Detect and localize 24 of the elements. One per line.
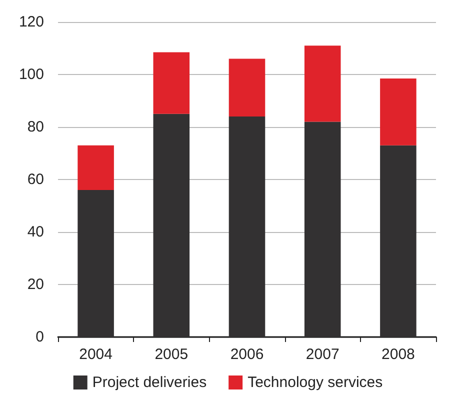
legend-label: Project deliveries [92,374,207,391]
bar [380,78,416,146]
x-tick-label: 2008 [382,346,415,363]
bar [153,52,190,114]
bar [304,122,341,337]
x-tick-label: 2004 [79,346,112,363]
y-tick-label: 80 [27,118,44,136]
y-tick-label: 20 [27,276,44,293]
y-tick-label: 60 [27,171,44,188]
bar [304,46,341,122]
legend-label: Technology services [248,374,383,391]
bar [228,58,266,116]
y-tick-label: 0 [36,328,44,346]
y-tick-label: 40 [27,224,44,240]
bar [78,145,114,190]
x-tick-label: 2005 [154,346,188,363]
x-tick-label: 2007 [306,346,340,363]
x-tick-label: 2006 [230,346,264,363]
bar [153,114,190,337]
y-tick-label: 120 [18,14,44,30]
y-tick-label: 100 [18,66,44,83]
bar [78,190,114,337]
bar [380,145,416,337]
bar [228,116,266,337]
